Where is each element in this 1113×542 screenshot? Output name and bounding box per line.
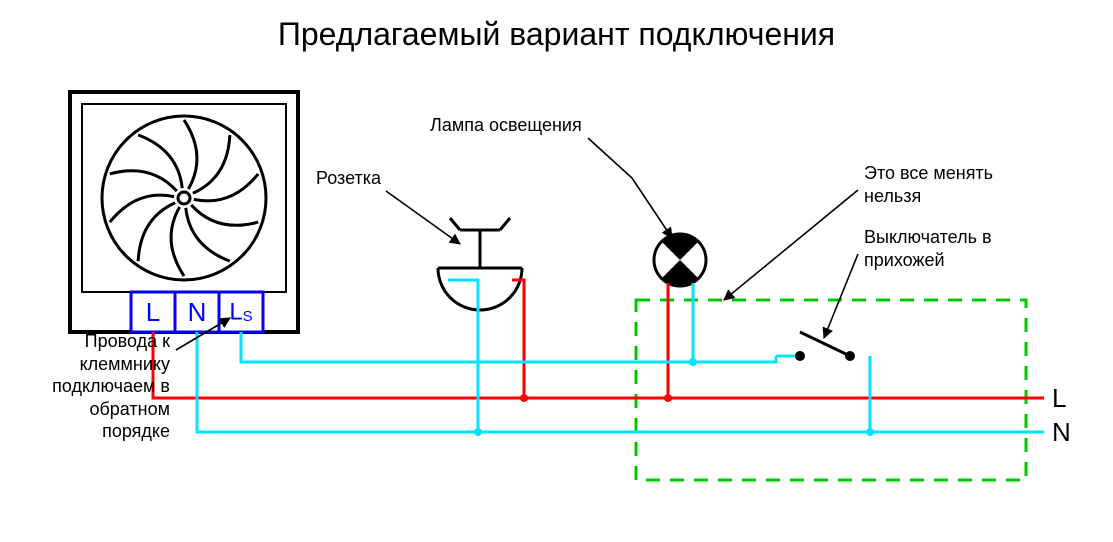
label-nochange: Это все менять нельзя xyxy=(864,162,993,207)
label-L: L xyxy=(1052,382,1066,415)
label-socket: Розетка xyxy=(316,167,381,190)
terminal-label: L xyxy=(146,297,160,327)
terminal-label: N xyxy=(188,297,207,327)
label-lamp: Лампа освещения xyxy=(430,114,582,137)
label-N: N xyxy=(1052,416,1071,449)
label-wires: Провода к клеммнику подключаем в обратно… xyxy=(52,330,170,443)
label-switch: Выключатель в прихожей xyxy=(864,226,992,271)
diagram-title: Предлагаемый вариант подключения xyxy=(0,16,1113,53)
